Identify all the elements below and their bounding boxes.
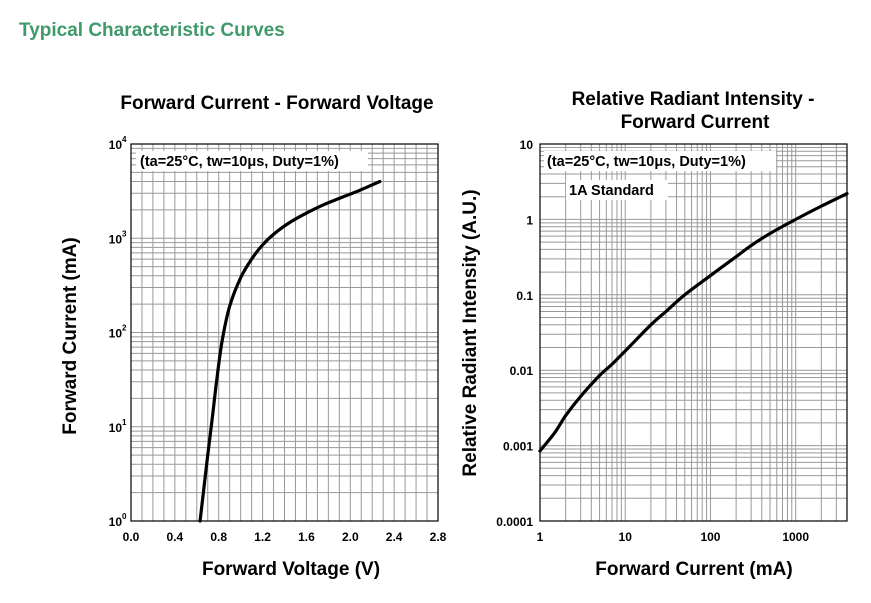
x-ticks-right: 1 10 100 1000 <box>537 530 810 544</box>
x-tick-label: 0.0 <box>123 530 140 544</box>
x-tick-label: 1 <box>537 530 544 544</box>
chart-forward-current-voltage: Forward Current - Forward Voltage 0.0 0.4… <box>60 93 447 580</box>
y-tick-exponent: 0 <box>122 512 127 521</box>
y-axis-label: Forward Current (mA) <box>60 237 81 434</box>
y-axis-label: Relative Radiant Intensity (A.U.) <box>460 189 481 476</box>
grid-left <box>131 144 438 521</box>
y-tick-exponent: 2 <box>122 324 127 333</box>
y-tick-exponent: 3 <box>122 229 127 238</box>
x-ticks-left: 0.0 0.4 0.8 1.2 1.6 2.0 2.4 2.8 <box>123 530 447 544</box>
plot-frame-left <box>130 143 439 522</box>
series-curve-left <box>198 179 382 523</box>
chart-radiant-intensity-current: Relative Radiant Intensity - Forward Cur… <box>460 89 849 580</box>
annotation-bg <box>566 180 668 200</box>
y-ticks-right: 0.0001 0.001 0.01 0.1 1 10 <box>496 138 533 529</box>
annotation-bg <box>136 151 368 171</box>
x-tick-label: 1.2 <box>254 530 271 544</box>
grid-right <box>540 144 847 521</box>
section-title: Typical Characteristic Curves <box>19 20 285 41</box>
y-tick-label: 10 <box>109 327 123 341</box>
annotation-conditions: (ta=25°C, tw=10μs, Duty=1%) <box>547 154 746 170</box>
x-tick-label: 2.0 <box>342 530 359 544</box>
series-curve-right <box>538 191 849 453</box>
annotation-standard: 1A Standard <box>569 183 654 199</box>
x-tick-label: 10 <box>619 530 633 544</box>
y-tick-label: 10 <box>520 138 534 152</box>
x-tick-label: 1.6 <box>298 530 315 544</box>
x-tick-label: 2.4 <box>386 530 403 544</box>
annotation-bg <box>544 151 776 171</box>
x-tick-label: 1000 <box>782 530 809 544</box>
y-tick-label: 10 <box>109 515 123 529</box>
y-tick-label: 0.0001 <box>496 515 533 529</box>
chart-title-line: Forward Current - Forward Voltage <box>120 93 433 114</box>
y-tick-label: 0.1 <box>516 289 533 303</box>
plot-frame-right <box>539 143 848 522</box>
y-tick-label: 0.01 <box>510 364 534 378</box>
y-tick-label: 1 <box>526 213 533 227</box>
y-tick-exponent: 1 <box>122 418 127 427</box>
y-tick-label: 0.001 <box>503 440 533 454</box>
annotation-conditions: (ta=25°C, tw=10μs, Duty=1%) <box>140 154 339 170</box>
x-axis-label: Forward Current (mA) <box>595 559 792 580</box>
y-tick-label: 10 <box>109 421 123 435</box>
y-tick-label: 10 <box>109 138 123 152</box>
chart-title-line: Relative Radiant Intensity - <box>572 89 815 110</box>
x-axis-label: Forward Voltage (V) <box>202 559 380 580</box>
x-tick-label: 0.4 <box>167 530 184 544</box>
x-tick-label: 100 <box>700 530 720 544</box>
x-tick-label: 0.8 <box>210 530 227 544</box>
y-tick-exponent: 4 <box>122 135 127 144</box>
chart-title-line: Forward Current <box>621 112 771 133</box>
x-tick-label: 2.8 <box>430 530 447 544</box>
y-tick-label: 10 <box>109 232 123 246</box>
